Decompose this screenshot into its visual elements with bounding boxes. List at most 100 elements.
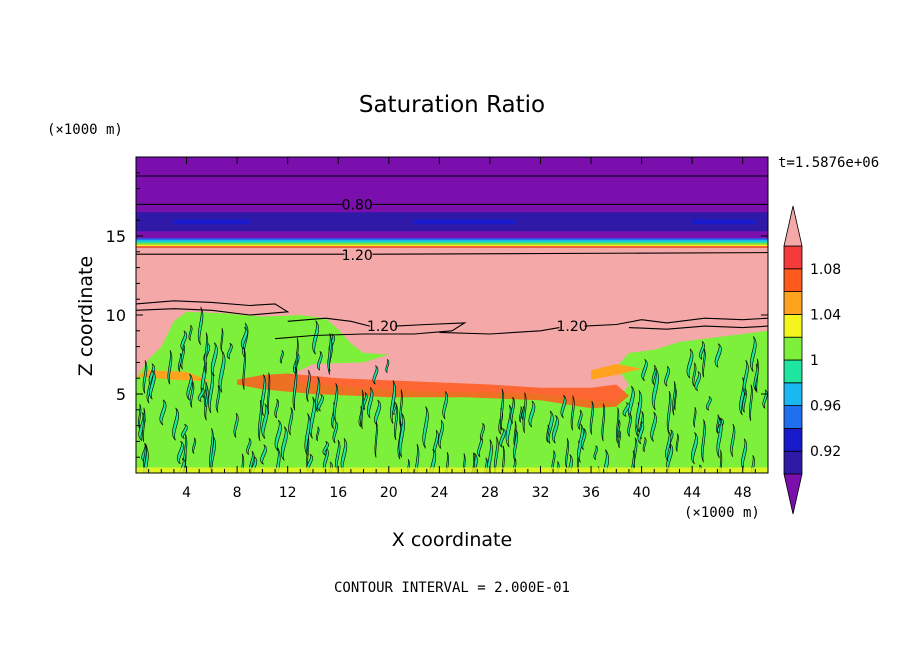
y-tick-label: 15 — [106, 227, 126, 246]
cloud-streak — [312, 320, 319, 355]
cloud-streak — [189, 380, 195, 408]
cloud-streak — [580, 428, 587, 451]
x-tick-label: 44 — [683, 485, 701, 501]
cloud-streak — [546, 424, 550, 443]
contour-line — [287, 317, 370, 327]
cloud-streak — [260, 444, 268, 465]
cloud-streak — [692, 362, 697, 387]
cloud-streak — [186, 373, 193, 401]
cloud-streak — [593, 445, 598, 461]
cloud-streak — [362, 392, 368, 410]
cloud-streak — [197, 306, 204, 345]
cloud-streak — [167, 350, 173, 385]
contour-label: 1.20 — [367, 319, 398, 335]
colorbar-legend: 1.08 1.04 1 0.96 0.92 — [783, 205, 841, 515]
cloud-streak — [257, 399, 263, 442]
colorbar-bin — [783, 450, 803, 475]
cloud-streak — [672, 381, 677, 416]
cloud-streak — [275, 447, 281, 473]
cloud-streak — [438, 419, 444, 449]
cloud-streak — [750, 336, 757, 372]
cloud-streak — [208, 369, 214, 414]
cloud-streak — [753, 363, 759, 392]
cloud-streak — [546, 410, 554, 444]
cloud-streak — [393, 403, 399, 441]
colorbar-label: 0.92 — [810, 444, 841, 460]
cloud-streak — [693, 406, 697, 428]
cloud-streak — [510, 396, 515, 424]
cloud-streak — [304, 413, 311, 456]
colorbar-lower-arrow — [783, 473, 803, 515]
cloud-streak — [267, 372, 271, 415]
cloud-streak — [332, 420, 338, 444]
contour-line — [136, 300, 290, 316]
cloud-streak — [651, 368, 659, 411]
transition-band — [136, 241, 768, 244]
dark-band-core — [414, 219, 516, 225]
cloud-streak — [665, 430, 672, 462]
cloud-streak — [143, 445, 149, 473]
cloud-streak — [172, 407, 179, 441]
colorbar-bin — [783, 268, 803, 292]
cloud-streak — [180, 330, 188, 351]
cloud-streak — [570, 395, 575, 431]
cloud-streak — [589, 400, 594, 435]
cloud-streak — [641, 359, 648, 382]
cloud-streak — [664, 366, 670, 387]
cloud-streak — [429, 448, 437, 473]
cloud-streak — [499, 428, 506, 448]
cloud-streak — [705, 396, 712, 411]
colorbar-bin — [783, 359, 803, 384]
contour-interval-footer: CONTOUR INTERVAL = 2.000E-01 — [334, 580, 570, 596]
cloud-streak — [714, 343, 722, 368]
cloud-streak — [188, 324, 193, 341]
x-tick-label: 8 — [233, 485, 242, 501]
cloud-streak — [242, 348, 246, 390]
dark-band-core — [692, 219, 756, 225]
cloud-streak — [372, 365, 379, 385]
cloud-streak — [374, 421, 378, 458]
transition-band — [136, 246, 768, 248]
contour-labels: 0.80 1.20 1.20 1.20 — [342, 197, 588, 335]
cloud-streak — [615, 407, 620, 444]
cloud-streak — [159, 399, 167, 426]
cloud-streak — [305, 369, 311, 402]
contour-line — [628, 325, 768, 330]
cloud-streak — [360, 389, 364, 430]
cloud-streak — [233, 412, 239, 438]
contour-line — [439, 327, 560, 335]
y-tick-label: 10 — [106, 306, 126, 325]
cloud-streak — [177, 353, 183, 372]
x-tick-label: 12 — [279, 485, 297, 501]
colorbar-bin — [783, 427, 803, 452]
cloud-streak — [666, 390, 672, 434]
cloud-streak — [176, 440, 185, 465]
cloud-streak — [181, 423, 188, 439]
cloud-streak — [748, 384, 753, 422]
x-tick-label: 28 — [481, 485, 499, 501]
transition-band — [136, 239, 768, 242]
x-tick-label: 4 — [182, 485, 191, 501]
cloud-streak — [422, 406, 429, 449]
x-axis: 4 8 12 16 20 24 28 32 36 40 44 48 — [148, 157, 756, 501]
cloud-streak — [577, 423, 584, 463]
cloud-streak — [327, 333, 332, 375]
cloud-streak — [480, 422, 485, 441]
cloud-streak — [560, 394, 567, 419]
cloud-streak — [317, 394, 324, 412]
cloud-streak — [690, 432, 698, 465]
cloud-streak — [617, 430, 622, 449]
cloud-streak — [577, 409, 583, 430]
cloud-streak — [551, 414, 559, 444]
cloud-streak — [315, 426, 320, 442]
cloud-streak — [477, 436, 483, 458]
cloud-streak — [292, 366, 298, 411]
cloud-streak — [699, 341, 705, 360]
cloud-streak — [288, 407, 294, 436]
cloud-streak — [635, 390, 643, 432]
cloud-streak — [215, 385, 221, 413]
cloud-streak — [210, 342, 218, 377]
cloud-streak — [260, 374, 267, 416]
cloud-streak — [602, 449, 609, 473]
cloud-streak — [716, 414, 720, 434]
